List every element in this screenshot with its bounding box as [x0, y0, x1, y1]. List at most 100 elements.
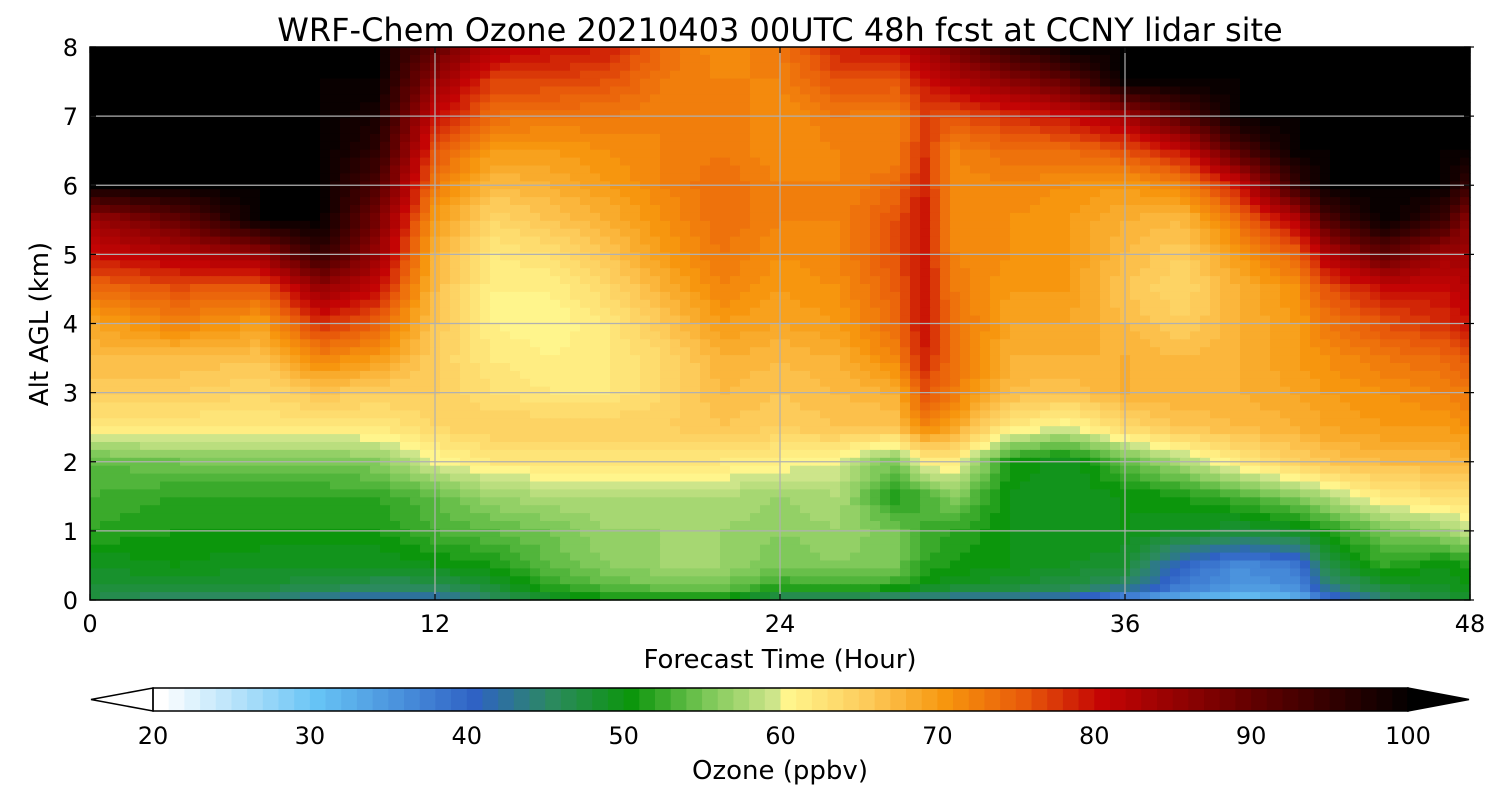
heatmap-cell: [230, 157, 241, 167]
heatmap-cell: [750, 212, 761, 222]
heatmap-cell: [1310, 157, 1321, 167]
heatmap-cell: [960, 70, 971, 80]
heatmap-cell: [350, 212, 361, 222]
heatmap-cell: [360, 173, 371, 182]
heatmap-cell: [920, 141, 931, 151]
heatmap-cell: [700, 260, 711, 269]
heatmap-cell: [1310, 118, 1321, 127]
heatmap-cell: [660, 220, 671, 230]
heatmap-cell: [910, 315, 921, 325]
heatmap-cell: [820, 110, 831, 119]
heatmap-cell: [330, 260, 341, 269]
heatmap-cell: [740, 70, 751, 80]
heatmap-cell: [1000, 141, 1011, 151]
heatmap-cell: [210, 189, 221, 198]
heatmap-cell: [510, 276, 521, 285]
heatmap-cell: [870, 62, 881, 72]
heatmap-cell: [540, 189, 551, 198]
heatmap-cell: [1090, 47, 1101, 56]
heatmap-cell: [830, 70, 841, 80]
heatmap-cell: [1240, 291, 1251, 301]
heatmap-cell: [310, 291, 321, 301]
heatmap-cell: [890, 244, 901, 253]
heatmap-cell: [1240, 299, 1251, 309]
heatmap-cell: [170, 299, 181, 309]
heatmap-cell: [1060, 110, 1071, 119]
heatmap-cell: [760, 252, 771, 261]
heatmap-cell: [810, 205, 821, 214]
heatmap-cell: [1000, 102, 1011, 111]
heatmap-cell: [250, 78, 261, 88]
heatmap-cell: [350, 276, 361, 285]
heatmap-cell: [470, 173, 481, 182]
heatmap-cell: [1350, 141, 1361, 151]
heatmap-cell: [960, 149, 971, 159]
heatmap-cell: [1140, 86, 1151, 95]
heatmap-cell: [850, 307, 861, 317]
heatmap-cell: [1050, 86, 1061, 95]
heatmap-cell: [930, 94, 941, 103]
heatmap-cell: [350, 149, 361, 159]
heatmap-cell: [260, 268, 271, 277]
heatmap-cell: [670, 315, 681, 325]
heatmap-cell: [900, 299, 911, 309]
heatmap-cell: [120, 236, 131, 246]
heatmap-cell: [220, 149, 231, 159]
heatmap-cell: [1170, 62, 1181, 72]
heatmap-cell: [350, 70, 361, 80]
heatmap-cell: [700, 62, 711, 72]
heatmap-cell: [1050, 315, 1061, 325]
heatmap-cell: [650, 54, 661, 64]
heatmap-cell: [1090, 276, 1101, 285]
heatmap-cell: [120, 268, 131, 277]
heatmap-cell: [100, 331, 111, 340]
heatmap-cell: [580, 315, 591, 325]
heatmap-cell: [830, 173, 841, 182]
heatmap-cell: [960, 244, 971, 253]
heatmap-cell: [1190, 220, 1201, 230]
heatmap-cell: [930, 54, 941, 64]
heatmap-cell: [1160, 260, 1171, 269]
heatmap-cell: [1160, 189, 1171, 198]
heatmap-cell: [200, 54, 211, 64]
heatmap-cell: [190, 323, 201, 332]
heatmap-cell: [1190, 94, 1201, 103]
heatmap-cell: [700, 165, 711, 174]
heatmap-cell: [1160, 94, 1171, 103]
heatmap-cell: [1420, 236, 1431, 246]
heatmap-cell: [1320, 315, 1331, 325]
heatmap-cell: [850, 110, 861, 119]
heatmap-cell: [90, 315, 101, 325]
heatmap-cell: [1330, 118, 1341, 127]
heatmap-cell: [770, 47, 781, 56]
heatmap-cell: [630, 205, 641, 214]
heatmap-cell: [1050, 189, 1061, 198]
heatmap-cell: [90, 268, 101, 277]
heatmap-cell: [1240, 54, 1251, 64]
heatmap-cell: [1310, 102, 1321, 111]
heatmap-cell: [550, 220, 561, 230]
heatmap-cell: [1080, 236, 1091, 246]
heatmap-cell: [450, 260, 461, 269]
heatmap-cell: [540, 299, 551, 309]
heatmap-cell: [730, 212, 741, 222]
heatmap-cell: [440, 141, 451, 151]
heatmap-cell: [110, 86, 121, 95]
heatmap-cell: [1070, 284, 1081, 293]
heatmap-cell: [1400, 62, 1411, 72]
heatmap-cell: [240, 165, 251, 174]
heatmap-cell: [1270, 102, 1281, 111]
heatmap-cell: [300, 323, 311, 332]
heatmap-cell: [1370, 228, 1381, 238]
heatmap-cell: [740, 205, 751, 214]
heatmap-cell: [800, 323, 811, 332]
heatmap-cell: [740, 260, 751, 269]
heatmap-cell: [1220, 236, 1231, 246]
heatmap-cell: [240, 62, 251, 72]
heatmap-cell: [1280, 260, 1291, 269]
heatmap-cell: [710, 220, 721, 230]
heatmap-cell: [1430, 149, 1441, 159]
heatmap-cell: [710, 62, 721, 72]
heatmap-cell: [410, 47, 421, 56]
heatmap-cell: [1250, 133, 1261, 143]
